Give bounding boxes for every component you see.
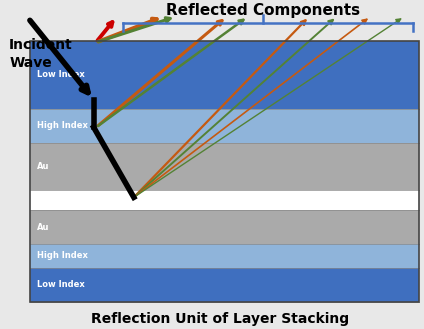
Text: Au: Au [36,162,49,170]
Bar [30,109,419,142]
Bar [30,41,419,109]
Bar [30,190,419,210]
Bar [30,210,419,244]
Text: Incident
Wave: Incident Wave [9,38,73,70]
Text: Reflected Components: Reflected Components [166,3,360,17]
Bar [30,41,419,302]
Text: Au: Au [36,223,49,232]
Text: Reflection Unit of Layer Stacking: Reflection Unit of Layer Stacking [92,313,349,326]
Text: High Index: High Index [36,121,87,130]
Text: Low Index: Low Index [36,280,84,289]
Bar [30,268,419,302]
Text: High Index: High Index [36,251,87,261]
Bar [30,142,419,190]
Text: Low Index: Low Index [36,70,84,79]
Bar [30,244,419,268]
